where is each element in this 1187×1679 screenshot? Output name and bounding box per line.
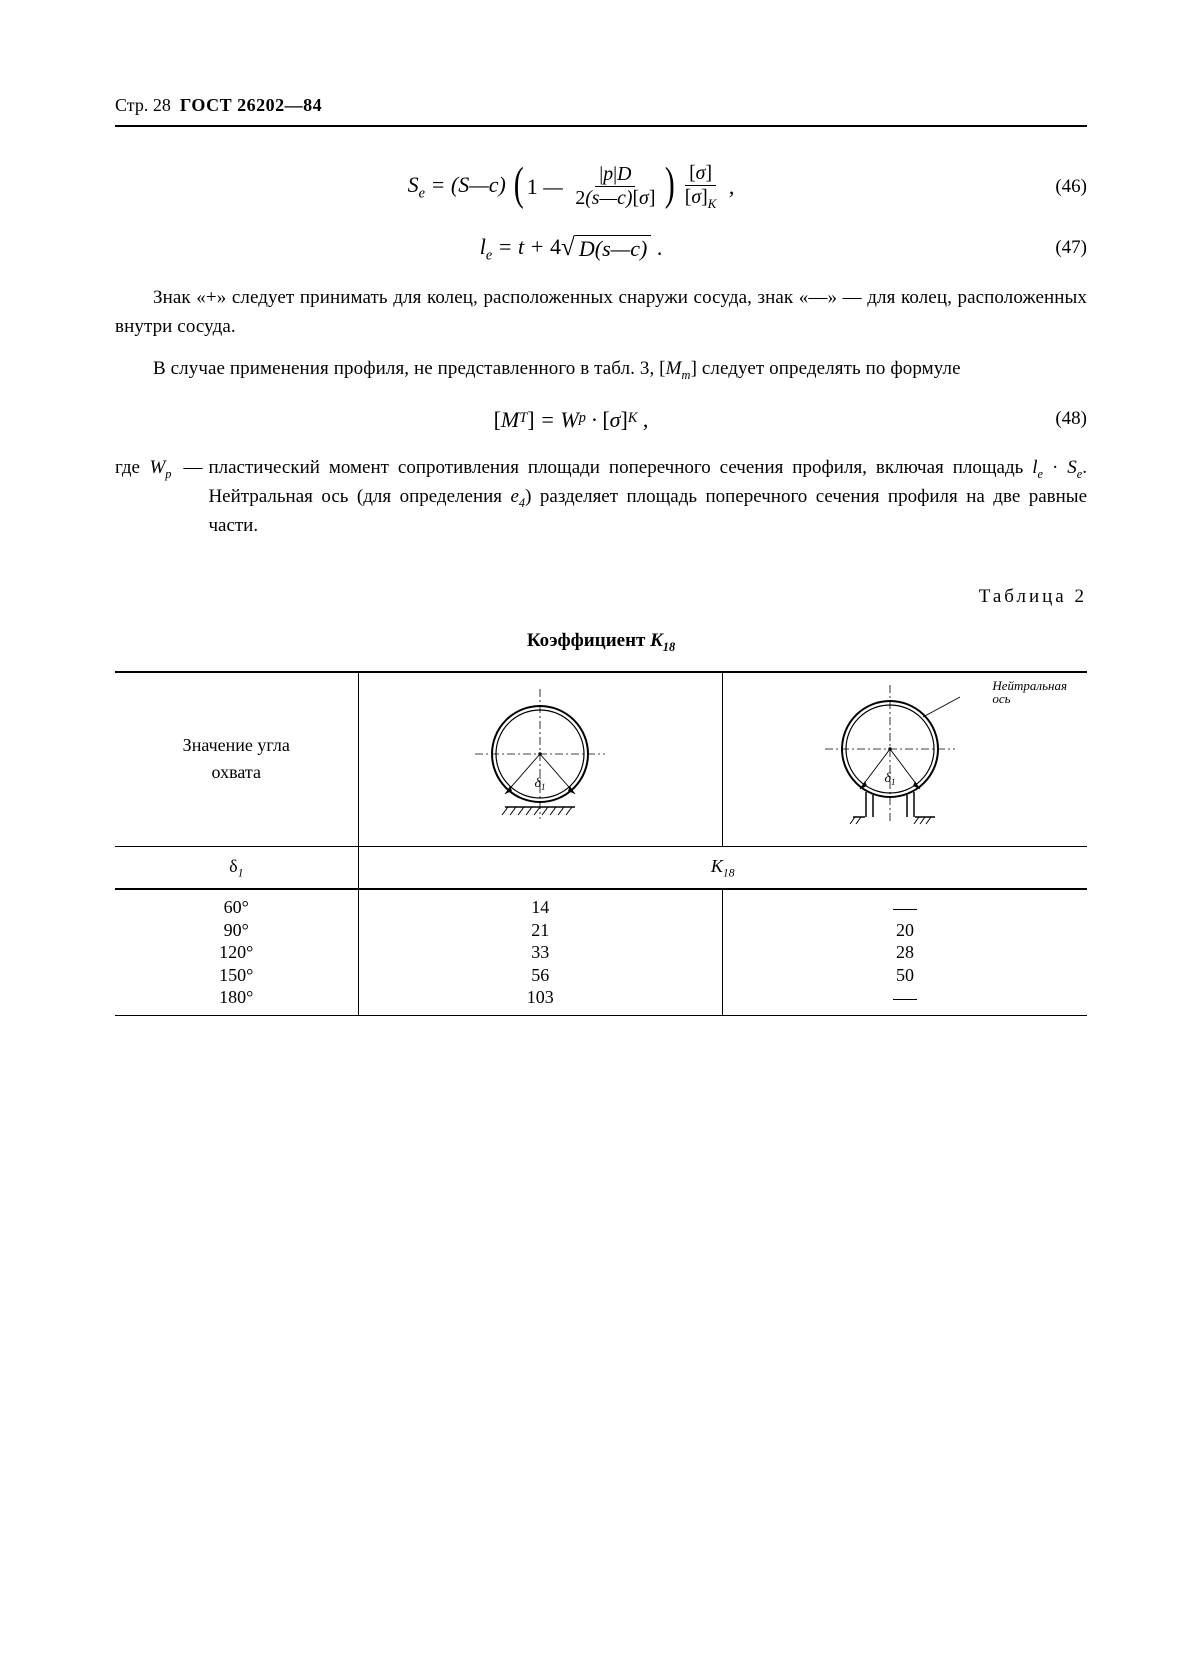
where-var: W — [149, 457, 165, 478]
angles-column: 60°90°120°150°180° — [115, 889, 358, 1015]
equation-46-number: (46) — [1027, 173, 1087, 202]
diagram-b-cell: Нейтральная ось — [723, 672, 1088, 847]
equation-46-row: Se = (S—c) ( 1 — |p|D 2(s—c)[σ] ) [σ] [σ… — [115, 162, 1087, 212]
svg-text:δ1: δ1 — [884, 771, 895, 787]
equation-47-row: le = t + 4 √ D(s—c) . (47) — [115, 230, 1087, 267]
support-diagram-a: δ1 — [450, 679, 630, 839]
svg-text:δ1: δ1 — [535, 776, 546, 792]
coefficient-table: Значение угла охвата — [115, 671, 1087, 1016]
equation-48-row: [MT] = Wp · [σ]K , (48) — [115, 403, 1087, 436]
paragraph-2: В случае применения профиля, не представ… — [115, 355, 1087, 384]
p3-a: пластический момент сопротивления площад… — [208, 457, 1032, 478]
equation-46: Se = (S—c) ( 1 — |p|D 2(s—c)[σ] ) [σ] [σ… — [408, 162, 735, 212]
table-caption-sym: K — [650, 630, 663, 651]
p3-se: S — [1067, 457, 1077, 478]
table-caption-prefix: Коэффициент — [527, 630, 650, 651]
diagram-a-cell: δ1 — [358, 672, 723, 847]
page-header: Стр. 28 ГОСТ 26202—84 — [115, 92, 1087, 127]
page-number: Стр. 28 — [115, 95, 171, 115]
p2-a: В случае применения профиля, не представ… — [153, 358, 666, 379]
col1-symbol: δ1 — [115, 847, 358, 890]
equation-48-number: (48) — [1027, 405, 1087, 434]
support-diagram-b: δ1 — [805, 679, 1005, 839]
col3-values: 202850 — [723, 889, 1088, 1015]
equation-48: [MT] = Wp · [σ]K , — [494, 403, 649, 436]
where-desc: пластический момент сопротивления площад… — [208, 454, 1087, 541]
equation-47-number: (47) — [1027, 234, 1087, 263]
table-caption: Коэффициент K18 — [115, 627, 1087, 656]
where-label: где — [115, 457, 145, 478]
where-var-sub: p — [165, 466, 171, 480]
p2-b: ] следует определять по формуле — [691, 358, 961, 379]
neutral-axis-label: Нейтральная ось — [992, 679, 1067, 706]
col2-values: 14213356103 — [358, 889, 723, 1015]
paragraph-1: Знак «+» следует принимать для колец, ра… — [115, 284, 1087, 341]
col1-header: Значение угла охвата — [115, 672, 358, 847]
table-label: Таблица 2 — [115, 583, 1087, 612]
standard-id: ГОСТ 26202—84 — [180, 95, 322, 115]
table-caption-sub: 18 — [663, 640, 675, 654]
equation-47: le = t + 4 √ D(s—c) . — [480, 230, 663, 267]
where-block: где Wp — пластический момент сопротивлен… — [115, 454, 1087, 541]
row2-symbol: K18 — [358, 847, 1087, 890]
p3-e4: e — [510, 486, 518, 507]
